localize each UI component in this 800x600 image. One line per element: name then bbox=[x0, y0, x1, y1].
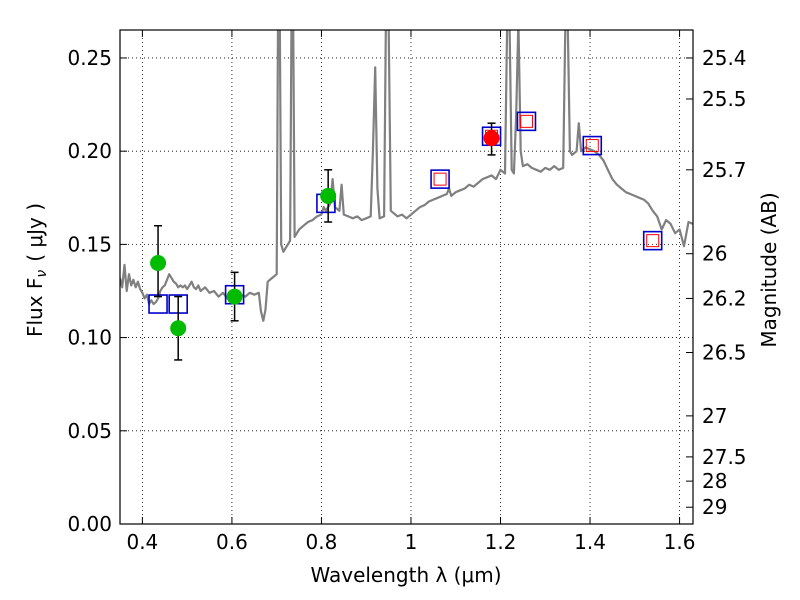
observed-flux-point bbox=[483, 130, 500, 147]
y2-tick-label: 28 bbox=[702, 469, 727, 493]
y-tick-label: 0.00 bbox=[67, 512, 112, 536]
y2-tick-label: 29 bbox=[702, 495, 727, 519]
model-photometry-inner-square bbox=[519, 114, 533, 128]
y-axis-label-group: Flux Fν ( μJy ) bbox=[23, 203, 50, 337]
model-photometry-square bbox=[642, 230, 663, 251]
y2-axis-label: Magnitude (AB) bbox=[757, 192, 781, 347]
y-axis-label-main: Flux F bbox=[23, 278, 47, 337]
y2-tick-label: 25.4 bbox=[702, 46, 747, 70]
y-tick-label: 0.05 bbox=[67, 419, 112, 443]
x-tick-label: 0.8 bbox=[306, 530, 338, 554]
y-tick-label: 0.15 bbox=[67, 232, 112, 256]
grid-lines bbox=[120, 30, 693, 524]
x-tick-label: 1.2 bbox=[485, 530, 517, 554]
x-tick-label: 0.4 bbox=[126, 530, 158, 554]
x-tick-label: 1 bbox=[405, 530, 418, 554]
y-axis-label-unit: ( μJy ) bbox=[23, 203, 47, 262]
axis-ticks: 0.4 0.6 0.8 1 1.2 1.4 1.6 0.00 0.05 0.10 0.15 0.20 0… bbox=[67, 30, 747, 554]
model-photometry-inner-square bbox=[585, 139, 599, 153]
plot-area bbox=[120, 30, 693, 361]
y2-tick-label: 26.2 bbox=[702, 286, 747, 310]
spectrum-line bbox=[120, 30, 693, 322]
y2-tick-label: 27 bbox=[702, 404, 727, 428]
y-tick-label: 0.25 bbox=[67, 46, 112, 70]
y2-tick-label: 26.5 bbox=[702, 340, 747, 364]
plot-frame bbox=[119, 29, 694, 525]
model-photometry-square bbox=[582, 135, 603, 156]
y2-tick-label: 25.5 bbox=[702, 87, 747, 111]
y2-tick-label: 25.7 bbox=[702, 158, 747, 182]
model-photometry-inner-square bbox=[646, 234, 660, 248]
x-tick-label: 1.4 bbox=[574, 530, 606, 554]
y-axis-label: Flux Fν ( μJy ) bbox=[23, 203, 50, 337]
model-photometry-square bbox=[430, 169, 450, 189]
observed-flux-point bbox=[320, 187, 337, 204]
y-tick-label: 0.20 bbox=[67, 139, 112, 163]
y2-tick-label: 27.5 bbox=[702, 445, 747, 469]
observed-flux-point bbox=[226, 288, 243, 305]
x-tick-label: 1.6 bbox=[664, 530, 696, 554]
y-tick-label: 0.10 bbox=[67, 326, 112, 350]
observed-flux-point bbox=[150, 255, 167, 272]
x-axis-label: Wavelength λ (μm) bbox=[310, 563, 501, 587]
observed-flux-point bbox=[170, 320, 187, 337]
x-tick-label: 0.6 bbox=[216, 530, 248, 554]
y-axis-label-sub: ν bbox=[34, 270, 50, 278]
model-photometry-inner-square bbox=[433, 172, 447, 186]
y2-tick-label: 26 bbox=[702, 242, 727, 266]
model-photometry-square bbox=[516, 111, 537, 132]
